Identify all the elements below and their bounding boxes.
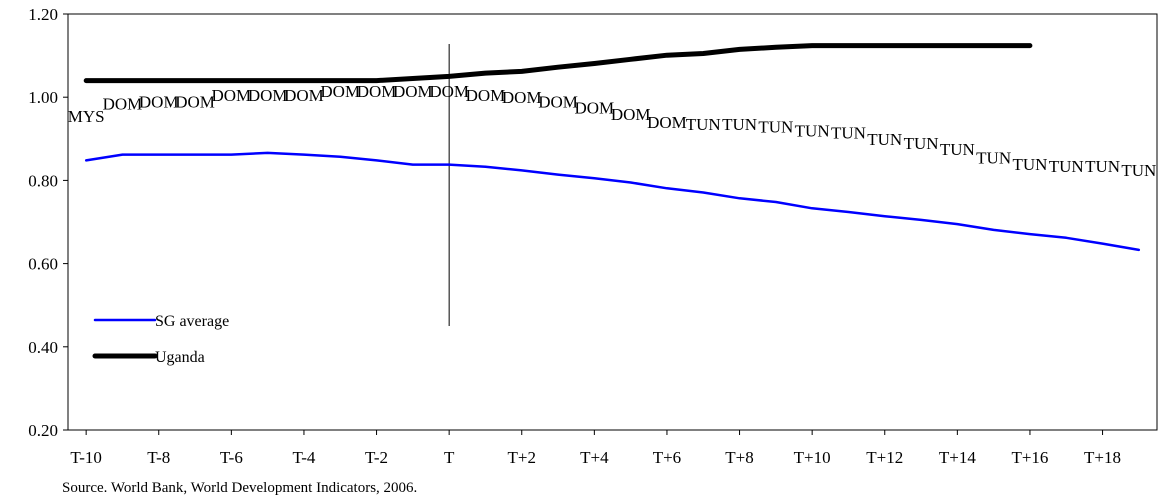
point-label: DOM [357, 82, 397, 101]
x-tick-label: T+16 [1011, 448, 1048, 467]
legend-label-uganda: Uganda [155, 349, 205, 366]
x-tick-label: T [444, 448, 455, 467]
point-label: DOM [175, 92, 215, 111]
x-tick-label: T+2 [508, 448, 536, 467]
point-label: TUN [867, 130, 902, 149]
point-label: DOM [103, 94, 143, 113]
x-tick-label: T+18 [1084, 448, 1121, 467]
point-label: TUN [1121, 161, 1156, 180]
point-label: DOM [284, 86, 324, 105]
x-tick-label: T+4 [580, 448, 609, 467]
series-layer [83, 43, 1141, 252]
x-tick-label: T-4 [292, 448, 315, 467]
x-tick-label: T+6 [653, 448, 681, 467]
point-label: TUN [904, 134, 939, 153]
point-label: TUN [1012, 155, 1047, 174]
point-label: TUN [686, 115, 721, 134]
series-line-uganda [83, 43, 1033, 84]
series-line-sg-average [84, 151, 1141, 252]
plot-frame [67, 13, 1158, 431]
x-tick-label: T+12 [866, 448, 903, 467]
point-label-layer: MYSDOMDOMDOMDOMDOMDOMDOMDOMDOMDOMDOMDOMD… [68, 82, 1157, 180]
point-label: DOM [429, 82, 469, 101]
point-label: TUN [831, 124, 866, 143]
point-label: DOM [466, 86, 506, 105]
point-label: TUN [1049, 157, 1084, 176]
y-tick-label: 0.80 [28, 171, 58, 190]
y-tick-label: 0.60 [28, 255, 58, 274]
point-label: TUN [722, 115, 757, 134]
x-tick-label: T-2 [365, 448, 388, 467]
point-label: TUN [1085, 157, 1120, 176]
point-label: DOM [212, 86, 252, 105]
legend-label-sg-average: SG average [155, 313, 229, 330]
y-tick-label: 0.20 [28, 421, 58, 440]
point-label: TUN [976, 149, 1011, 168]
x-tick-label: T-10 [70, 448, 102, 467]
x-tick-label: T-6 [220, 448, 243, 467]
point-label: TUN [758, 117, 793, 136]
y-tick-label: 0.40 [28, 338, 58, 357]
x-tick-label: T+10 [794, 448, 831, 467]
legend: SG average Uganda [92, 313, 229, 366]
point-label: MYS [68, 107, 105, 126]
source-note: Source. World Bank, World Development In… [62, 480, 417, 496]
point-label: DOM [248, 86, 288, 105]
point-label: DOM [393, 82, 433, 101]
point-label: DOM [647, 113, 687, 132]
y-tick-label: 1.20 [28, 5, 58, 24]
point-label: DOM [575, 99, 615, 118]
point-label: TUN [940, 140, 975, 159]
point-label: DOM [139, 92, 179, 111]
y-tick-label: 1.00 [28, 88, 58, 107]
point-label: DOM [611, 105, 651, 124]
x-tick-label: T-8 [147, 448, 170, 467]
x-tick-label: T+14 [939, 448, 976, 467]
x-tick-label: T+8 [725, 448, 753, 467]
point-label: DOM [502, 88, 542, 107]
point-label: DOM [538, 92, 578, 111]
point-label: TUN [795, 121, 830, 140]
point-label: DOM [320, 82, 360, 101]
y-axis: 0.20 0.40 0.60 0.80 1.00 1.20 [28, 5, 68, 440]
x-axis: T-10 T-8 T-6 T-4 T-2 T T+2 T+4 T+6 T+8 T+10 T+12 T+1… [70, 430, 1121, 467]
